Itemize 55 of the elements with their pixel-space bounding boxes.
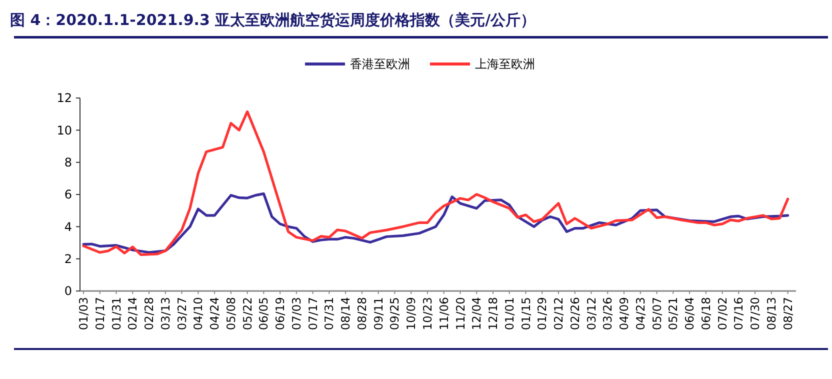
x-tick-label: 08/13 [764,297,778,330]
y-tick-label: 4 [64,220,72,234]
legend-label: 上海至欧洲 [475,57,535,72]
x-tick-label: 06/18 [698,297,713,330]
x-tick-label: 10/09 [404,297,418,330]
x-tick-label: 01/29 [535,297,550,330]
x-tick-label: 04/09 [617,297,632,330]
x-tick-label: 05/22 [240,297,254,330]
x-tick-label: 04/10 [191,297,206,330]
chart-title: 图 4：2020.1.1-2021.9.3 亚太至欧洲航空货运周度价格指数（美元/公斤） [10,11,536,29]
x-tick-label: 01/15 [518,297,533,330]
x-tick-label: 10/23 [420,297,434,330]
x-tick-label: 01/03 [76,297,91,330]
x-tick-label: 08/28 [354,297,369,330]
x-tick-label: 07/17 [306,297,320,330]
x-tick-label: 08/27 [780,297,795,330]
legend-label: 香港至欧洲 [350,57,410,72]
y-tick-label: 0 [64,284,72,298]
x-tick-label: 05/21 [666,297,680,330]
line-series [82,110,790,256]
y-tick-label: 6 [64,188,72,202]
x-tick-label: 02/28 [142,297,156,330]
x-tick-label: 02/14 [126,297,140,330]
x-tick-label: 05/08 [224,297,238,330]
x-tick-label: 03/26 [600,297,615,330]
x-tick-label: 01/01 [502,297,516,330]
x-tick-label: 06/19 [273,297,288,330]
y-tick-label: 10 [56,123,72,138]
x-tick-label: 06/05 [256,297,271,330]
x-tick-label: 07/31 [322,297,336,330]
y-tick-label: 8 [64,156,72,170]
y-tick-label: 12 [56,91,72,106]
x-tick-label: 01/31 [109,297,124,330]
x-tick-label: 02/26 [568,297,582,330]
x-tick-label: 03/13 [158,297,172,330]
x-tick-label: 05/07 [650,297,664,330]
y-tick-label: 2 [64,252,72,266]
x-tick-label: 03/12 [584,297,598,330]
x-tick-label: 09/11 [371,297,386,330]
x-tick-label: 12/18 [486,297,500,330]
x-tick-label: 07/03 [289,297,304,330]
x-tick-label: 09/25 [388,297,402,330]
x-tick-label: 07/30 [748,297,762,330]
x-tick-label: 07/16 [732,297,746,330]
x-tick-label: 08/14 [338,297,353,330]
x-tick-label: 01/17 [92,297,107,330]
x-tick-label: 04/23 [633,297,648,330]
x-tick-label: 12/04 [470,297,484,330]
x-tick-label: 02/12 [552,297,566,330]
x-tick-label: 04/24 [208,297,222,330]
x-tick-label: 03/27 [174,297,189,330]
x-tick-label: 07/02 [715,297,730,330]
x-tick-label: 06/04 [682,297,697,330]
x-tick-label: 11/20 [453,297,468,330]
x-tick-label: 11/06 [436,297,451,330]
